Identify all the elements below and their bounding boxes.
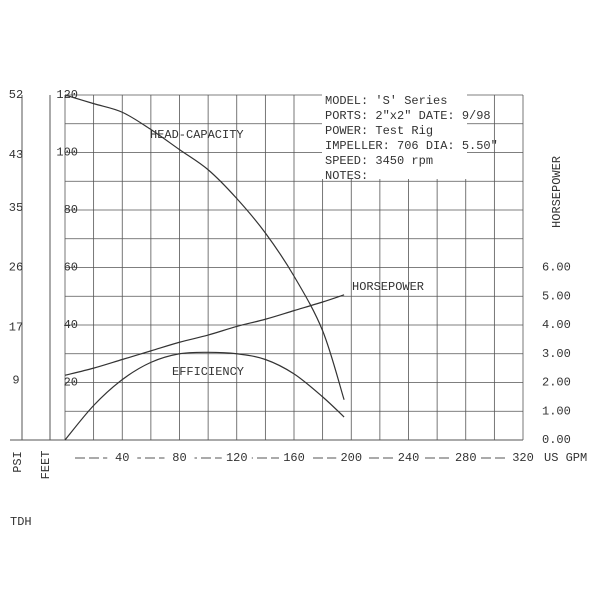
info-line: NOTES: — [325, 169, 368, 183]
x-tick-label: 120 — [226, 451, 248, 465]
psi-tick-label: 52 — [9, 88, 23, 102]
y2-tick-label: 5.00 — [542, 289, 571, 303]
curve — [64, 294, 345, 376]
y-tick-label: 80 — [64, 203, 78, 217]
feet-label: FEET — [39, 451, 53, 480]
info-line: MODEL: 'S' Series — [325, 94, 447, 108]
psi-tick-label: 26 — [9, 261, 23, 275]
y2-tick-label: 4.00 — [542, 318, 571, 332]
y2-axis-label: HORSEPOWER — [550, 156, 564, 228]
x-tick-label: 80 — [172, 451, 186, 465]
y-tick-label: 20 — [64, 376, 78, 390]
x-tick-bg — [393, 450, 424, 466]
x-axis-label: US GPM — [544, 451, 587, 465]
info-line: PORTS: 2"x2" DATE: 9/98 — [325, 109, 491, 123]
x-tick-label: 200 — [340, 451, 362, 465]
y2-tick-label: 2.00 — [542, 376, 571, 390]
psi-tick-label: 17 — [9, 320, 23, 334]
curve-label: HEAD-CAPACITY — [150, 128, 244, 142]
x-tick-label: 40 — [115, 451, 129, 465]
psi-tick-label: 43 — [9, 148, 23, 162]
y2-tick-label: 6.00 — [542, 261, 571, 275]
y2-tick-label: 1.00 — [542, 404, 571, 418]
curve-label: EFFICIENCY — [172, 365, 244, 379]
info-line: IMPELLER: 706 DIA: 5.50" — [325, 139, 498, 153]
y2-tick-label: 0.00 — [542, 433, 571, 447]
footer: TDH — [10, 515, 32, 529]
y-tick-label: 40 — [64, 318, 78, 332]
x-tick-bg — [107, 450, 138, 466]
curve-label: HORSEPOWER — [352, 280, 424, 294]
info-line: POWER: Test Rig — [325, 124, 433, 138]
x-tick-label: 160 — [283, 451, 305, 465]
x-tick-label: 280 — [455, 451, 477, 465]
psi-tick-label: 9 — [12, 373, 19, 387]
x-tick-bg — [508, 450, 538, 466]
y-tick-label: 100 — [56, 146, 78, 160]
x-tick-bg — [336, 450, 367, 466]
y-tick-label: 60 — [64, 261, 78, 275]
curve — [64, 351, 345, 441]
info-line: SPEED: 3450 rpm — [325, 154, 433, 168]
y2-tick-label: 3.00 — [542, 347, 571, 361]
info-box — [322, 93, 467, 179]
x-tick-label: 320 — [512, 451, 534, 465]
x-tick-bg — [279, 450, 309, 466]
x-tick-bg — [221, 450, 252, 466]
x-tick-bg — [164, 450, 195, 466]
x-tick-label: 240 — [398, 451, 420, 465]
psi-tick-label: 35 — [9, 201, 23, 215]
psi-label: PSI — [11, 451, 25, 473]
curve — [64, 94, 345, 400]
x-tick-bg — [450, 450, 481, 466]
